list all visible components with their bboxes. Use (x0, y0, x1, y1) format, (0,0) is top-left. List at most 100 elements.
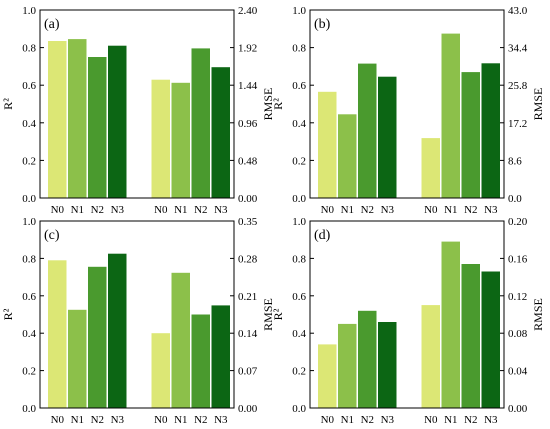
bar-rmse-n1 (441, 241, 460, 408)
x-tick-label: N1 (71, 204, 84, 216)
bar-rmse-n1 (171, 272, 190, 408)
x-tick-label: N0 (321, 204, 335, 216)
y-axis-label: R² (1, 308, 15, 320)
y-axis-label: R² (271, 308, 285, 320)
y2-tick-label: 0.14 (238, 328, 258, 340)
x-tick-label: N3 (381, 204, 395, 216)
bar-rmse-n0 (151, 333, 170, 408)
bar-r2-n3 (108, 45, 127, 199)
x-tick-label: N3 (214, 204, 228, 216)
y2-tick-label: 1.44 (238, 80, 258, 92)
bar-r2-n2 (88, 57, 107, 198)
bar-r2-n3 (378, 76, 397, 198)
bar-rmse-n3 (211, 305, 230, 408)
bar-r2-n2 (88, 266, 107, 408)
bars (318, 33, 500, 198)
x-tick-label: N1 (174, 204, 187, 216)
y2-tick-label: 0.00 (508, 403, 528, 415)
y-tick-label: 0.4 (292, 118, 306, 130)
y2-tick-label: 0.07 (238, 366, 258, 378)
y-tick-label: 0.0 (292, 193, 306, 205)
bar-r2-n0 (48, 41, 67, 198)
y-tick-label: 0.0 (22, 193, 36, 205)
axes-frame (39, 9, 235, 199)
x-tick-label: N1 (444, 414, 457, 426)
y2-tick-label: 0.16 (508, 253, 528, 265)
y-tick-label: 0.2 (22, 155, 36, 167)
y2-tick-label: 0.96 (238, 118, 258, 130)
y-tick-label: 0.2 (22, 366, 36, 378)
x-tick-label: N3 (484, 204, 498, 216)
y-tick-label: 0.6 (292, 80, 306, 92)
panel-label: (d) (314, 228, 331, 243)
bar-rmse-n0 (421, 138, 440, 198)
y-tick-label: 0.8 (292, 253, 306, 265)
y2-tick-label: 0.08 (508, 328, 528, 340)
x-tick-label: N1 (444, 204, 457, 216)
x-tick-label: N1 (71, 414, 84, 426)
x-tick-label: N2 (464, 414, 477, 426)
y2-tick-label: 0.12 (508, 291, 527, 303)
x-tick-label: N0 (154, 204, 168, 216)
y2-tick-label: 0.48 (238, 155, 258, 167)
y2-tick-label: 0.00 (238, 193, 258, 205)
x-tick-label: N3 (111, 414, 125, 426)
y2-axis-label: RMSE (531, 298, 545, 331)
y-tick-label: 0.8 (22, 43, 36, 55)
bar-r2-n3 (108, 253, 127, 408)
axes-frame (309, 9, 505, 199)
y-tick-label: 0.6 (292, 291, 306, 303)
y2-tick-label: 2.40 (238, 5, 258, 17)
x-tick-label: N0 (424, 204, 438, 216)
x-tick-label: N2 (91, 414, 104, 426)
bar-r2-n0 (318, 344, 337, 408)
y-tick-label: 0.0 (22, 403, 36, 415)
bar-rmse-n3 (481, 63, 500, 198)
bar-rmse-n2 (191, 48, 210, 199)
y2-tick-label: 34.4 (508, 43, 528, 55)
x-tick-label: N1 (341, 204, 354, 216)
x-tick-label: N3 (484, 414, 498, 426)
y-tick-label: 0.8 (22, 253, 36, 265)
x-tick-label: N1 (174, 414, 187, 426)
bar-r2-n0 (48, 260, 67, 408)
y2-tick-label: 0.04 (508, 366, 528, 378)
y2-tick-label: 8.6 (508, 155, 522, 167)
y2-tick-label: 43.0 (508, 5, 528, 17)
bars (318, 241, 500, 408)
y-tick-label: 0.4 (292, 328, 306, 340)
bars (48, 253, 230, 408)
y2-tick-label: 0.28 (238, 253, 258, 265)
x-tick-label: N0 (321, 414, 335, 426)
axes-frame (309, 220, 505, 409)
y-tick-label: 0.0 (292, 403, 306, 415)
y-axis-label: R² (271, 98, 285, 110)
panel-label: (b) (314, 17, 331, 32)
bar-r2-n3 (378, 322, 397, 408)
x-tick-label: N3 (381, 414, 395, 426)
bar-rmse-n0 (421, 305, 440, 408)
x-tick-label: N0 (154, 414, 168, 426)
bar-rmse-n0 (151, 79, 170, 198)
bar-rmse-n2 (191, 314, 210, 408)
bars (48, 39, 230, 199)
y2-tick-label: 17.2 (508, 118, 527, 130)
y-tick-label: 0.8 (292, 43, 306, 55)
panel-label: (a) (44, 17, 60, 32)
y-tick-label: 0.6 (22, 291, 36, 303)
y-tick-label: 0.6 (22, 80, 36, 92)
bar-r2-n1 (68, 309, 87, 408)
bar-r2-n1 (338, 323, 357, 408)
y-tick-label: 1.0 (292, 216, 306, 228)
y2-axis-label: RMSE (261, 298, 275, 331)
y-tick-label: 1.0 (292, 5, 306, 17)
y2-tick-label: 0.21 (238, 291, 257, 303)
y2-tick-label: 0.0 (508, 193, 522, 205)
x-tick-label: N2 (361, 414, 374, 426)
bar-rmse-n1 (171, 82, 190, 198)
y-tick-label: 0.2 (292, 155, 306, 167)
y2-tick-label: 1.92 (238, 43, 257, 55)
y-axis-label: R² (1, 98, 15, 110)
y2-tick-label: 0.35 (238, 216, 258, 228)
